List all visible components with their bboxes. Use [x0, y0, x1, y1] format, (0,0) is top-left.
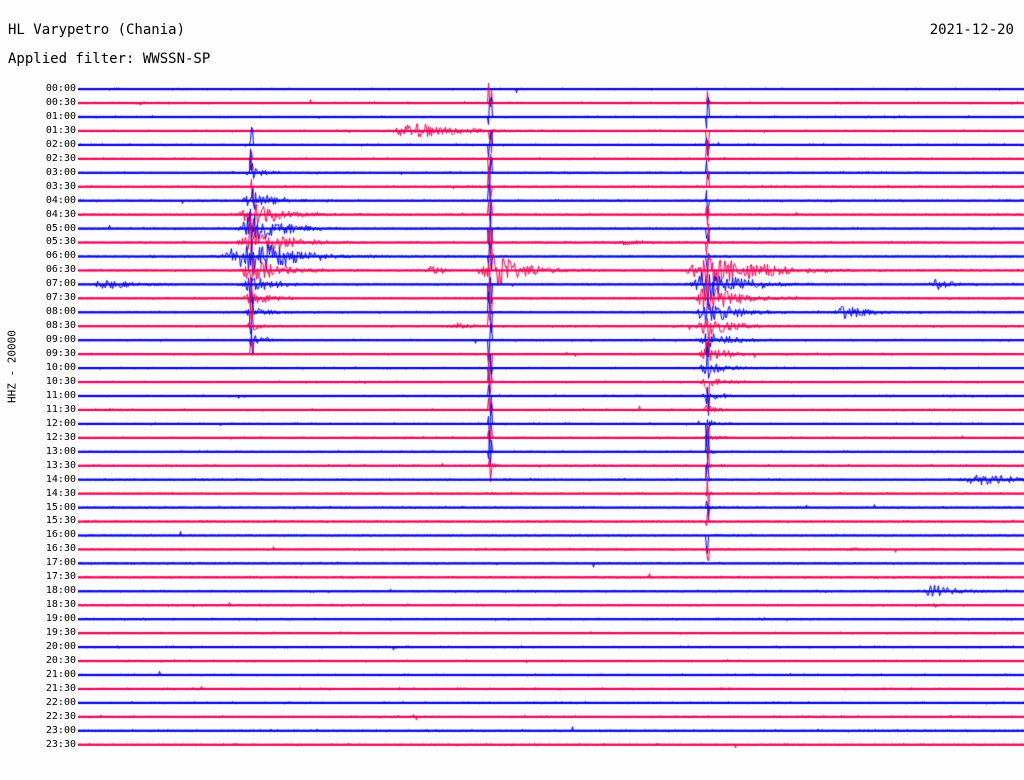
time-tick-label: 18:00: [45, 585, 76, 597]
time-tick-label: 11:00: [45, 389, 76, 401]
time-tick-label: 08:00: [45, 306, 76, 318]
time-tick-label: 01:30: [45, 124, 76, 136]
time-tick-label: 02:30: [45, 152, 76, 164]
time-tick-label: 23:00: [45, 724, 76, 736]
time-tick-label: 04:30: [45, 208, 76, 220]
date-label: 2021-12-20: [929, 22, 1014, 38]
time-tick-label: 00:00: [45, 83, 76, 94]
time-axis: 00:00 00:30 01:00 01:30 02:00 02:30 03:00 03:30…: [0, 80, 76, 780]
time-tick-label: 16:30: [45, 543, 76, 555]
time-tick-label: 22:00: [45, 696, 76, 708]
time-tick-label: 23:30: [45, 738, 76, 750]
time-tick-label: 10:00: [45, 362, 76, 373]
seismogram-canvas: [78, 80, 1024, 780]
time-tick-label: 06:00: [45, 250, 76, 262]
time-tick-label: 18:30: [45, 599, 76, 611]
time-tick-label: 09:00: [45, 334, 76, 346]
time-tick-label: 03:30: [45, 180, 76, 192]
time-tick-label: 05:00: [45, 222, 76, 234]
time-tick-label: 15:30: [45, 515, 76, 527]
filter-label: Applied filter: WWSSN-SP: [8, 51, 211, 67]
time-tick-label: 13:00: [45, 445, 76, 457]
time-tick-label: 16:00: [45, 529, 76, 541]
time-tick-label: 07:30: [45, 292, 76, 304]
time-tick-label: 05:30: [45, 236, 76, 248]
time-tick-label: 02:00: [45, 138, 76, 150]
time-tick-label: 08:30: [45, 320, 76, 332]
time-tick-label: 19:30: [45, 627, 76, 639]
time-tick-label: 11:30: [45, 403, 76, 415]
time-tick-label: 00:30: [45, 96, 76, 108]
trace-area: [78, 80, 1024, 780]
time-tick-label: 17:00: [45, 557, 76, 569]
time-tick-label: 09:30: [45, 348, 76, 360]
time-tick-label: 06:30: [45, 264, 76, 276]
time-tick-label: 10:30: [45, 375, 76, 387]
time-tick-label: 13:30: [45, 459, 76, 471]
time-tick-label: 22:30: [45, 710, 76, 722]
time-tick-label: 21:00: [45, 668, 76, 680]
time-tick-label: 12:30: [45, 431, 76, 443]
time-tick-label: 15:00: [45, 501, 76, 513]
time-tick-label: 19:00: [45, 613, 76, 625]
page-title: HL Varypetro (Chania): [8, 22, 186, 38]
time-tick-label: 14:00: [45, 473, 76, 485]
time-tick-label: 04:00: [45, 194, 76, 206]
time-tick-label: 20:00: [45, 641, 76, 652]
time-tick-label: 07:00: [45, 278, 76, 290]
time-tick-label: 21:30: [45, 682, 76, 694]
time-tick-label: 12:00: [45, 417, 76, 429]
helicorder-plot: 00:00 00:30 01:00 01:30 02:00 02:30 03:00 03:30…: [0, 80, 1024, 780]
time-tick-label: 03:00: [45, 166, 76, 178]
time-tick-label: 20:30: [45, 654, 76, 666]
time-tick-label: 01:00: [45, 110, 76, 122]
time-tick-label: 17:30: [45, 571, 76, 583]
time-tick-label: 14:30: [45, 487, 76, 499]
